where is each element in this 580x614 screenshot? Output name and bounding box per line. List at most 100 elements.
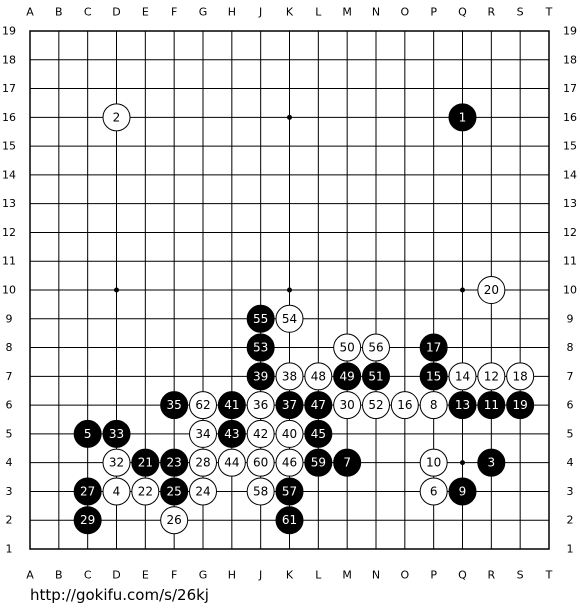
row-label: 8 <box>567 341 574 354</box>
row-label: 9 <box>567 312 574 325</box>
black-stone <box>506 391 535 420</box>
white-stone <box>333 333 362 362</box>
white-stone <box>419 448 448 477</box>
row-label: 12 <box>2 226 16 239</box>
black-stone <box>448 391 477 420</box>
white-stone <box>189 477 217 506</box>
move-number: 2 <box>113 110 121 124</box>
move-number: 56 <box>368 341 383 355</box>
white-stone <box>246 477 275 506</box>
move-number: 46 <box>282 456 297 470</box>
move-number: 33 <box>109 427 124 441</box>
black-stone <box>246 333 275 362</box>
star-point <box>287 287 292 293</box>
move-number: 22 <box>138 484 153 498</box>
column-label: M <box>342 569 352 582</box>
column-label: M <box>342 6 352 19</box>
move-number: 21 <box>138 456 153 470</box>
column-label: K <box>286 569 294 582</box>
row-label: 3 <box>567 485 574 498</box>
row-label: 1 <box>567 543 574 556</box>
move-number: 35 <box>167 398 182 412</box>
black-stone <box>419 362 448 391</box>
black-stone <box>160 477 189 506</box>
row-label: 10 <box>2 284 16 297</box>
black-stone <box>217 419 246 448</box>
black-stone <box>477 448 506 477</box>
move-number: 43 <box>224 427 239 441</box>
column-label: L <box>315 6 322 19</box>
move-number: 60 <box>253 456 268 470</box>
move-number: 3 <box>488 456 496 470</box>
column-label: S <box>517 6 524 19</box>
black-stone <box>73 419 102 448</box>
move-number: 38 <box>282 369 297 383</box>
row-label: 8 <box>6 341 13 354</box>
column-label: J <box>258 6 262 19</box>
white-stone <box>102 103 131 132</box>
white-stone <box>390 391 419 420</box>
column-label: F <box>171 6 177 19</box>
white-stone <box>131 477 160 506</box>
row-label: 19 <box>563 25 577 38</box>
white-stone <box>477 276 506 304</box>
column-label: G <box>199 6 208 19</box>
move-number: 18 <box>513 369 528 383</box>
move-number: 44 <box>224 456 239 470</box>
row-label: 16 <box>563 111 577 124</box>
move-number: 52 <box>368 398 383 412</box>
black-stone <box>275 477 304 506</box>
black-stone <box>131 448 160 477</box>
move-number: 5 <box>84 427 92 441</box>
row-label: 11 <box>563 255 577 268</box>
white-stone <box>362 333 390 362</box>
row-label: 18 <box>563 53 577 66</box>
move-number: 47 <box>311 398 326 412</box>
move-number: 59 <box>311 456 326 470</box>
move-number: 40 <box>282 427 297 441</box>
white-stone <box>333 391 362 420</box>
row-label: 5 <box>567 427 574 440</box>
black-stone <box>73 477 102 506</box>
move-number: 32 <box>109 456 124 470</box>
row-label: 1 <box>6 543 13 556</box>
black-stone <box>304 391 333 420</box>
move-number: 17 <box>426 341 441 355</box>
move-number: 57 <box>282 484 297 498</box>
row-label: 18 <box>2 53 16 66</box>
black-stone <box>160 448 189 477</box>
column-label: N <box>372 6 380 19</box>
black-stone <box>246 362 275 391</box>
row-label: 10 <box>563 284 577 297</box>
column-label: H <box>228 6 236 19</box>
white-stone <box>275 362 304 391</box>
column-label: O <box>400 569 409 582</box>
row-label: 11 <box>2 255 16 268</box>
white-stone <box>217 448 246 477</box>
column-label: F <box>171 569 177 582</box>
star-point <box>114 287 119 293</box>
move-number: 42 <box>253 427 268 441</box>
move-number: 19 <box>513 398 528 412</box>
column-label: R <box>488 6 496 19</box>
move-number: 16 <box>397 398 412 412</box>
move-number: 26 <box>167 513 182 527</box>
row-label: 14 <box>2 168 16 181</box>
row-label: 3 <box>6 485 13 498</box>
row-label: 9 <box>6 312 13 325</box>
column-label: O <box>400 6 409 19</box>
row-label: 6 <box>567 399 574 412</box>
black-stone <box>246 304 275 333</box>
row-label: 4 <box>6 456 13 469</box>
move-number: 20 <box>484 283 499 297</box>
row-label: 13 <box>563 197 577 210</box>
white-stone <box>448 362 477 391</box>
row-label: 5 <box>6 427 13 440</box>
column-label: C <box>84 6 92 19</box>
row-label: 17 <box>2 82 16 95</box>
column-label: E <box>142 569 149 582</box>
move-number: 41 <box>224 398 239 412</box>
move-number: 49 <box>340 369 355 383</box>
black-stone <box>275 391 304 420</box>
